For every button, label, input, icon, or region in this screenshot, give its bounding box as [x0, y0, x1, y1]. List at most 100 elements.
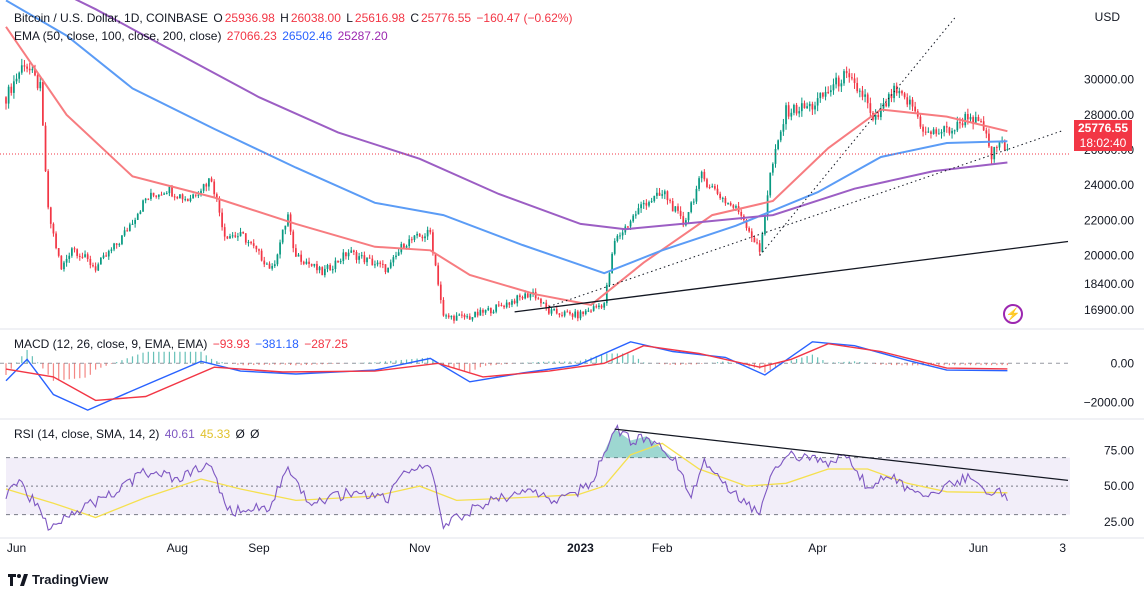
candle	[110, 249, 113, 251]
candle	[128, 224, 131, 231]
candle	[600, 305, 603, 308]
candle	[711, 186, 714, 188]
rsi-tick-label: 50.00	[1104, 479, 1134, 493]
candle	[945, 126, 948, 128]
candle	[92, 265, 94, 267]
candle	[107, 250, 110, 257]
candle	[302, 261, 305, 264]
candle	[308, 261, 310, 264]
candle	[845, 71, 848, 74]
candle	[461, 314, 463, 316]
candle	[503, 305, 505, 308]
candle	[497, 304, 500, 306]
candle	[273, 264, 276, 267]
candle	[611, 253, 613, 274]
candle	[126, 230, 129, 232]
candle	[708, 187, 711, 189]
lightning-icon[interactable]: ⚡	[1003, 304, 1023, 324]
candle	[887, 94, 890, 107]
ema-line[interactable]	[6, 0, 1008, 231]
candle	[835, 77, 837, 85]
candle	[621, 232, 624, 236]
candle	[437, 265, 440, 285]
candle	[924, 131, 927, 133]
candle	[482, 309, 484, 313]
candle	[260, 250, 263, 261]
candle	[995, 147, 998, 149]
candle	[455, 315, 458, 321]
ema-line[interactable]	[5, 26, 1008, 306]
candle	[790, 112, 793, 117]
macd-pane[interactable]	[0, 341, 1070, 411]
candle	[508, 302, 511, 305]
candle	[985, 130, 988, 134]
candle	[542, 302, 545, 304]
candle	[326, 264, 329, 269]
candle	[337, 260, 339, 263]
macd-signal-line[interactable]	[5, 342, 1008, 402]
candle	[205, 184, 208, 187]
candle	[716, 188, 719, 194]
macd-line[interactable]	[5, 341, 1008, 411]
candle	[550, 309, 553, 314]
candle	[590, 310, 592, 312]
candle	[284, 225, 287, 230]
candle	[619, 235, 621, 237]
candle	[909, 99, 911, 105]
candle	[113, 243, 115, 250]
rsi-pane[interactable]	[5, 423, 1070, 531]
ema-line[interactable]	[5, 0, 1008, 275]
candle	[988, 133, 990, 147]
candle	[877, 114, 880, 118]
candle	[189, 198, 192, 202]
candle	[389, 262, 392, 268]
candle	[200, 190, 202, 195]
candle	[152, 192, 155, 196]
open-value: 25936.98	[224, 11, 275, 25]
candle	[329, 264, 332, 271]
candle	[476, 311, 479, 316]
candle	[748, 228, 751, 232]
candle	[20, 65, 23, 73]
candle	[397, 252, 400, 256]
candle	[824, 91, 827, 97]
candle	[234, 235, 237, 237]
symbol-title: Bitcoin / U.S. Dollar, 1D, COINBASE	[14, 11, 209, 25]
ema-legend: EMA (50, close, 100, close, 200, close) …	[14, 28, 390, 44]
candle	[724, 197, 727, 204]
candle	[418, 233, 421, 237]
candle	[592, 306, 595, 311]
candle	[832, 84, 835, 91]
macd-signal-value: −287.25	[304, 337, 348, 351]
candle	[769, 172, 772, 196]
candle	[729, 202, 732, 206]
candle	[574, 311, 577, 317]
candle	[310, 263, 313, 266]
candle	[416, 233, 418, 236]
candle	[18, 72, 21, 79]
price-pane[interactable]	[0, 0, 1070, 324]
candle	[363, 255, 366, 263]
rsi-extra-2: Ø	[250, 427, 260, 441]
low-label: L	[346, 11, 353, 25]
candle	[334, 260, 337, 270]
macd-value: −381.18	[255, 337, 299, 351]
candle	[115, 243, 118, 245]
tradingview-logo[interactable]: TradingView	[8, 572, 108, 587]
candle	[584, 310, 587, 314]
candle	[97, 264, 100, 271]
candle	[927, 131, 930, 133]
candle	[758, 243, 761, 252]
candle	[732, 205, 735, 208]
candle	[882, 103, 885, 109]
trendline[interactable]	[548, 130, 1063, 308]
candle	[266, 263, 268, 265]
close-label: C	[410, 11, 419, 25]
trendline[interactable]	[514, 240, 1069, 313]
candle	[793, 104, 795, 113]
candle	[47, 171, 50, 208]
trendline[interactable]	[759, 17, 956, 256]
candle	[774, 149, 777, 164]
rsi-trendline[interactable]	[614, 428, 1069, 481]
